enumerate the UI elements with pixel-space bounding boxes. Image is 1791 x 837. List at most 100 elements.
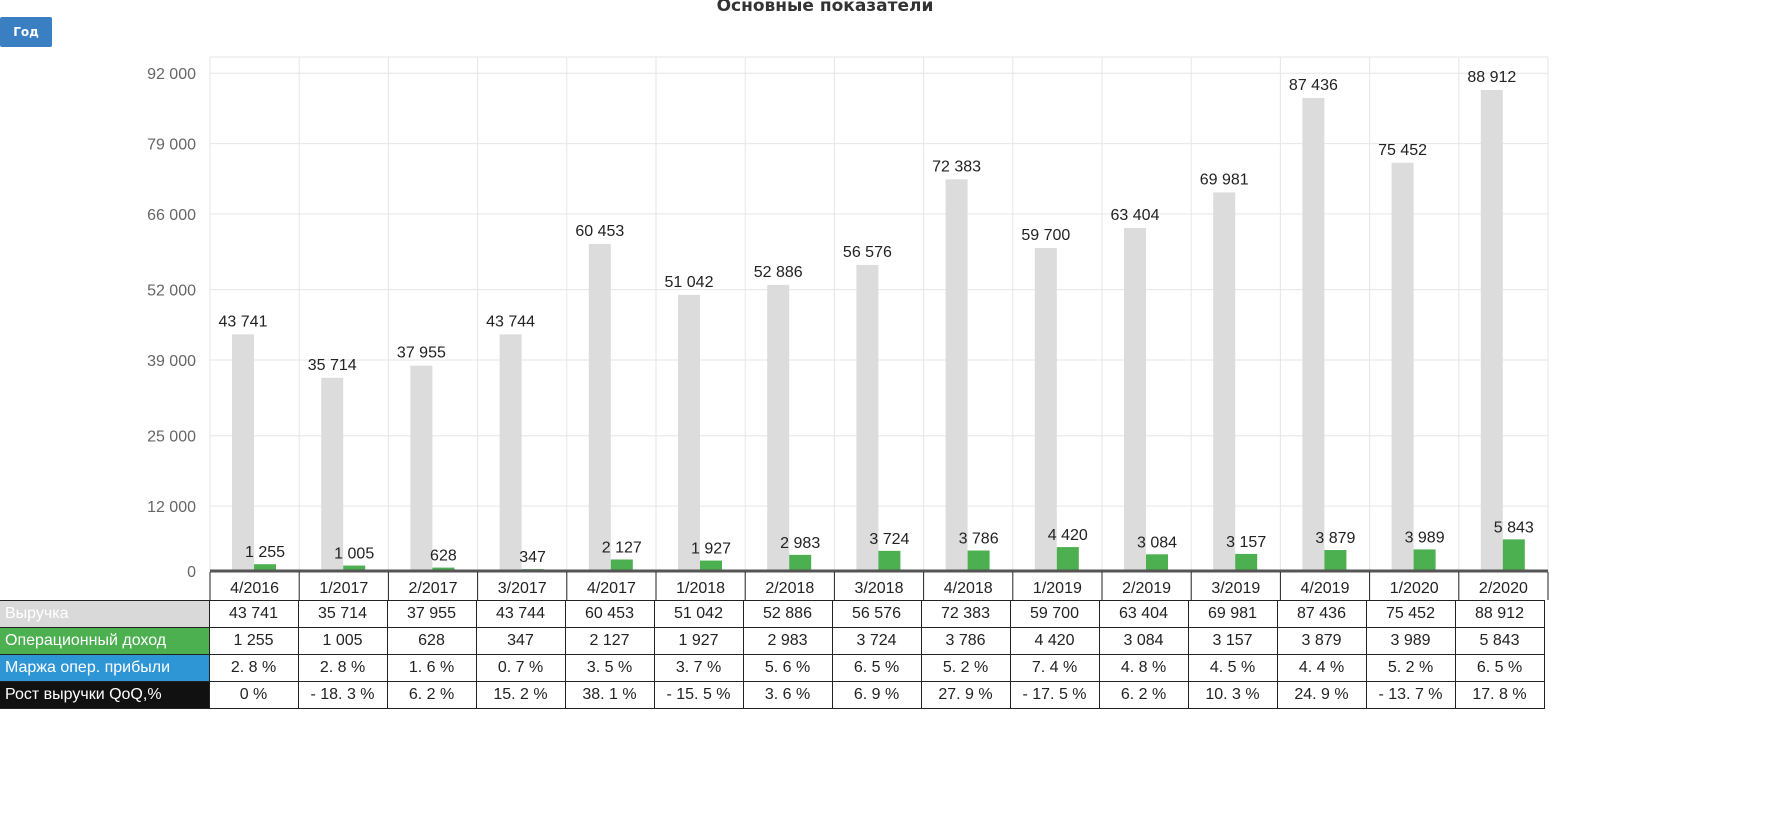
x-category-label: 4/2018 bbox=[944, 580, 993, 597]
income-data-label: 347 bbox=[519, 549, 546, 566]
table-cell: 2 983 bbox=[742, 627, 833, 655]
table-cell: 3 084 bbox=[1098, 627, 1189, 655]
table-cell: 3 786 bbox=[920, 627, 1011, 655]
table-row-revenue: Выручка 43 741 35 714 37 955 43 744 60 453 51 … bbox=[0, 600, 1545, 628]
income-data-label: 3 786 bbox=[959, 531, 999, 548]
revenue-bar bbox=[232, 334, 254, 571]
income-data-label: 3 724 bbox=[869, 531, 909, 548]
table-cell: 2 127 bbox=[564, 627, 655, 655]
row-header-operating-margin: Маржа опер. прибыли bbox=[0, 654, 210, 682]
table-cell: 69 981 bbox=[1187, 600, 1278, 628]
income-data-label: 2 983 bbox=[780, 535, 820, 552]
income-bar bbox=[789, 554, 812, 571]
row-header-revenue: Выручка bbox=[0, 600, 210, 628]
revenue-bar bbox=[499, 334, 522, 571]
income-data-label: 3 989 bbox=[1405, 529, 1445, 546]
row-header-revenue-growth-qoq: Рост выручки QoQ,% bbox=[0, 681, 210, 709]
revenue-bar bbox=[1124, 227, 1146, 571]
income-bar bbox=[343, 565, 366, 571]
table-cell: 5 843 bbox=[1454, 627, 1545, 655]
table-cell: 2. 8 % bbox=[208, 654, 299, 682]
period-year-button[interactable]: Год bbox=[0, 17, 52, 47]
table-cell: 3 724 bbox=[831, 627, 922, 655]
data-table: Выручка 43 741 35 714 37 955 43 744 60 453 51 … bbox=[0, 600, 1545, 709]
table-cell: 1 005 bbox=[297, 627, 388, 655]
table-cell: - 18. 3 % bbox=[297, 681, 388, 709]
income-data-label: 3 879 bbox=[1315, 530, 1355, 547]
table-cell: 5. 2 % bbox=[1365, 654, 1456, 682]
income-bar bbox=[1502, 539, 1525, 571]
income-bar bbox=[432, 567, 455, 571]
revenue-data-label: 87 436 bbox=[1289, 77, 1338, 94]
table-row-operating-income: Операционный доход 1 255 1 005 628 347 2 127 1… bbox=[0, 627, 1545, 655]
revenue-data-label: 43 741 bbox=[219, 313, 268, 330]
table-cell: 38. 1 % bbox=[564, 681, 655, 709]
table-cell: 5. 6 % bbox=[742, 654, 833, 682]
income-bar bbox=[967, 550, 990, 571]
revenue-bar bbox=[1213, 192, 1236, 571]
revenue-bar bbox=[410, 365, 433, 571]
table-cell: - 17. 5 % bbox=[1009, 681, 1100, 709]
y-tick-label: 39 000 bbox=[147, 353, 196, 370]
table-cell: 6. 2 % bbox=[1098, 681, 1189, 709]
income-data-label: 4 420 bbox=[1048, 527, 1088, 544]
table-cell: 59 700 bbox=[1009, 600, 1100, 628]
revenue-data-label: 59 700 bbox=[1021, 227, 1070, 244]
revenue-data-label: 88 912 bbox=[1467, 69, 1516, 86]
revenue-data-label: 56 576 bbox=[843, 244, 892, 261]
income-bar bbox=[700, 560, 722, 571]
table-cell: 4. 4 % bbox=[1276, 654, 1367, 682]
table-cell: 24. 9 % bbox=[1276, 681, 1367, 709]
revenue-data-label: 69 981 bbox=[1200, 171, 1249, 188]
x-category-label: 2/2017 bbox=[409, 580, 458, 597]
chart-area: 0 12 000 25 000 39 000 52 000 66 000 79 000 92 … bbox=[147, 56, 1549, 600]
table-cell: 2. 8 % bbox=[297, 654, 388, 682]
table-cell: 3 989 bbox=[1365, 627, 1456, 655]
income-bar bbox=[1146, 554, 1168, 571]
revenue-data-label: 63 404 bbox=[1111, 207, 1160, 224]
table-cell: 56 576 bbox=[831, 600, 922, 628]
revenue-data-label: 52 886 bbox=[754, 264, 803, 281]
income-bar bbox=[878, 550, 901, 571]
table-cell: 3 879 bbox=[1276, 627, 1367, 655]
income-data-label: 2 127 bbox=[602, 539, 642, 556]
x-category-label: 4/2017 bbox=[587, 580, 636, 597]
revenue-bar bbox=[856, 264, 879, 571]
revenue-data-label: 43 744 bbox=[486, 313, 535, 330]
revenue-bar bbox=[678, 294, 700, 571]
income-bar bbox=[610, 559, 633, 571]
table-cell: 3. 7 % bbox=[653, 654, 744, 682]
table-cell: 628 bbox=[386, 627, 477, 655]
revenue-bar bbox=[1034, 247, 1057, 571]
table-cell: 0. 7 % bbox=[475, 654, 566, 682]
table-cell: 7. 4 % bbox=[1009, 654, 1100, 682]
table-cell: 3 157 bbox=[1187, 627, 1278, 655]
x-category-label: 4/2019 bbox=[1301, 580, 1350, 597]
table-cell: 4 420 bbox=[1009, 627, 1100, 655]
table-cell: 17. 8 % bbox=[1454, 681, 1545, 709]
revenue-data-label: 35 714 bbox=[308, 357, 357, 374]
revenue-data-label: 72 383 bbox=[932, 158, 981, 175]
y-tick-label: 79 000 bbox=[147, 137, 196, 154]
revenue-bar bbox=[1302, 97, 1325, 571]
revenue-bar bbox=[1480, 89, 1503, 572]
table-cell: 72 383 bbox=[920, 600, 1011, 628]
x-category-label: 1/2019 bbox=[1033, 580, 1082, 597]
table-cell: 6. 9 % bbox=[831, 681, 922, 709]
x-category-label: 3/2017 bbox=[498, 580, 547, 597]
y-tick-label: 92 000 bbox=[147, 66, 196, 83]
table-cell: 4. 5 % bbox=[1187, 654, 1278, 682]
table-cell: - 13. 7 % bbox=[1365, 681, 1456, 709]
revenue-bar bbox=[945, 179, 968, 571]
table-cell: 88 912 bbox=[1454, 600, 1545, 628]
table-cell: 37 955 bbox=[386, 600, 477, 628]
x-category-label: 2/2019 bbox=[1122, 580, 1171, 597]
table-cell: 51 042 bbox=[653, 600, 744, 628]
x-category-label: 1/2018 bbox=[676, 580, 725, 597]
income-bar bbox=[254, 564, 276, 571]
income-bar bbox=[1413, 549, 1436, 571]
income-data-label: 1 927 bbox=[691, 541, 731, 558]
income-bar bbox=[1056, 547, 1079, 571]
table-cell: 15. 2 % bbox=[475, 681, 566, 709]
table-cell: 6. 5 % bbox=[1454, 654, 1545, 682]
